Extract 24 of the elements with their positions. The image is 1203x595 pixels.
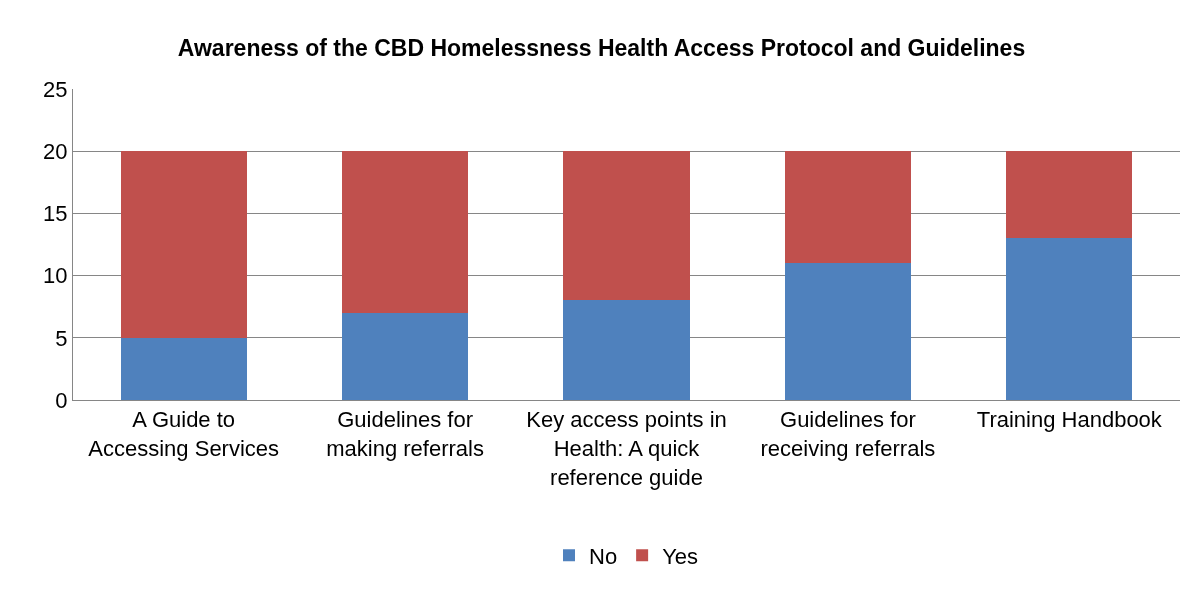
x-tick-label: Key access points in Health: A quick reference guide [526, 407, 727, 490]
legend-label: No [589, 543, 618, 569]
y-tick-label: 5 [55, 325, 68, 351]
y-tick-label: 25 [43, 76, 68, 102]
bar [342, 312, 469, 400]
legend-label: Yes [662, 543, 699, 569]
y-tick-label: 10 [43, 263, 68, 289]
x-tick-label: Guidelines for receiving referrals [760, 407, 936, 461]
bar [784, 151, 911, 264]
bar [120, 337, 247, 400]
bar [563, 151, 690, 301]
x-tick-label: Guidelines for making referrals [326, 407, 484, 461]
x-tick-label: Training Handbook [976, 407, 1163, 433]
x-tick-label: A Guide to Accessing Services [88, 407, 280, 461]
y-tick-label: 15 [43, 201, 68, 227]
y-tick-label: 0 [55, 387, 68, 413]
bar [342, 151, 469, 313]
bar [563, 300, 690, 400]
bar [1006, 151, 1133, 239]
bar [1006, 238, 1133, 400]
bar [120, 151, 247, 338]
bar [784, 263, 911, 400]
chart-title: Awareness of the CBD Homelessness Health Access Protocol and Guidelines [177, 35, 1026, 62]
y-tick-label: 20 [43, 138, 68, 164]
